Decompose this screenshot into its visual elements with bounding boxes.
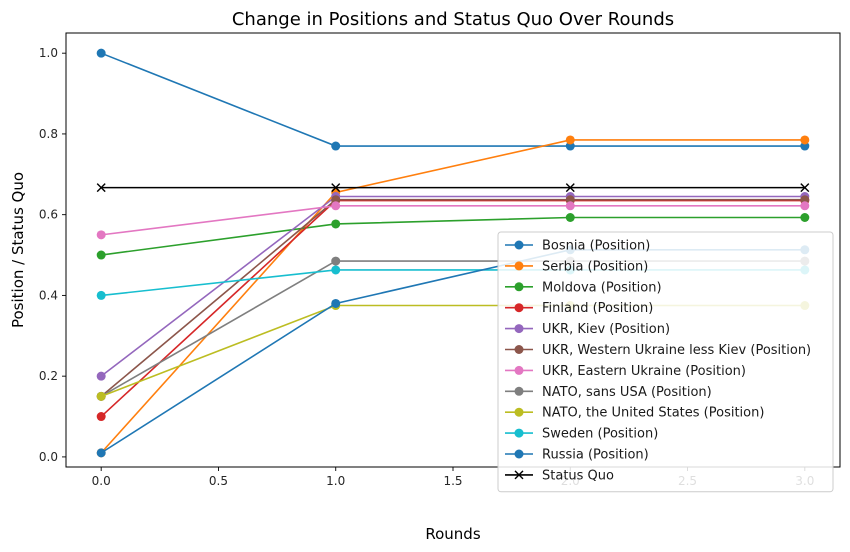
legend-item: Status Quo xyxy=(505,468,614,483)
legend-item: UKR, Kiev (Position) xyxy=(505,322,670,337)
legend-label: Serbia (Position) xyxy=(542,259,648,274)
x-tick-label: 1.5 xyxy=(443,474,462,488)
x-tick-label: 1.0 xyxy=(326,474,345,488)
data-point xyxy=(96,48,106,58)
legend-box xyxy=(497,231,834,493)
data-point xyxy=(565,135,575,145)
series-line xyxy=(100,199,805,418)
legend-label: Moldova (Position) xyxy=(542,280,662,295)
legend-marker xyxy=(514,470,524,480)
legend-item: UKR, Eastern Ukraine (Position) xyxy=(505,364,746,379)
legend-label: NATO, the United States (Position) xyxy=(542,406,764,421)
series-line xyxy=(100,52,805,147)
data-point xyxy=(800,213,810,223)
y-tick-label: 1.0 xyxy=(39,46,58,60)
x-axis-label: Rounds xyxy=(425,525,480,543)
legend-label: Finland (Position) xyxy=(542,301,653,316)
legend-label: UKR, Kiev (Position) xyxy=(542,322,670,337)
legend-item: NATO, the United States (Position) xyxy=(505,406,764,421)
data-point xyxy=(331,265,341,275)
legend-item: Finland (Position) xyxy=(505,301,653,316)
legend-marker xyxy=(514,240,524,250)
data-point xyxy=(96,371,106,381)
legend-marker xyxy=(514,303,524,313)
plot-frame xyxy=(65,32,841,468)
legend-item: Bosnia (Position) xyxy=(505,239,650,254)
data-point xyxy=(96,391,106,401)
legend-item: Sweden (Position) xyxy=(505,427,658,442)
legend-marker xyxy=(514,386,524,396)
series-line xyxy=(101,204,805,236)
legend-item: NATO, sans USA (Position) xyxy=(505,385,712,400)
legend-marker xyxy=(514,282,524,292)
chart-title: Change in Positions and Status Quo Over … xyxy=(232,9,674,30)
data-point xyxy=(800,201,810,211)
legend-item: Russia (Position) xyxy=(505,448,649,463)
y-tick-label: 0.6 xyxy=(39,208,58,222)
y-tick-label: 0.4 xyxy=(39,288,58,302)
data-point-x xyxy=(800,183,810,193)
series-line xyxy=(100,198,805,397)
legend-marker xyxy=(514,449,524,459)
legend-label: Bosnia (Position) xyxy=(542,239,650,254)
data-point xyxy=(331,298,341,308)
legend-marker xyxy=(514,365,524,375)
x-tick-label: 0.0 xyxy=(92,474,111,488)
series-0 xyxy=(96,48,810,151)
legend-marker xyxy=(514,324,524,334)
y-tick-label: 0.0 xyxy=(39,450,58,464)
data-point-x xyxy=(96,183,106,193)
legend: Bosnia (Position) Serbia (Position) Moldov… xyxy=(497,231,834,493)
y-tick-label: 0.8 xyxy=(39,127,58,141)
legend-label: Status Quo xyxy=(542,468,614,483)
series-11 xyxy=(96,183,810,193)
data-point xyxy=(331,219,341,229)
legend-marker xyxy=(514,345,524,354)
data-point xyxy=(96,412,106,422)
data-point xyxy=(800,135,810,145)
data-point-x xyxy=(331,183,341,193)
data-point xyxy=(331,201,341,211)
legend-marker xyxy=(514,428,524,438)
data-point xyxy=(96,448,106,458)
legend-marker xyxy=(514,261,524,271)
legend-item: UKR, Western Ukraine less Kiev (Position… xyxy=(505,343,811,358)
legend-label: UKR, Western Ukraine less Kiev (Position… xyxy=(542,343,811,358)
series-6 xyxy=(96,201,810,240)
legend-label: Sweden (Position) xyxy=(542,427,658,442)
series-line xyxy=(101,216,805,256)
legend-label: UKR, Eastern Ukraine (Position) xyxy=(542,364,746,379)
series-2 xyxy=(96,213,810,260)
x-tick-label: 0.5 xyxy=(209,474,228,488)
data-point xyxy=(96,250,106,260)
legend-item: Moldova (Position) xyxy=(505,280,662,295)
data-point xyxy=(331,141,341,151)
series-line xyxy=(100,139,805,454)
data-point xyxy=(96,230,106,240)
data-point xyxy=(96,290,106,300)
legend-marker xyxy=(514,407,524,417)
data-point xyxy=(331,256,341,266)
y-tick-label: 0.2 xyxy=(39,369,58,383)
data-point-x xyxy=(565,183,575,193)
legend-label: NATO, sans USA (Position) xyxy=(542,385,712,400)
legend-item: Serbia (Position) xyxy=(505,259,648,274)
legend-label: Russia (Position) xyxy=(542,448,649,463)
data-point xyxy=(565,201,575,211)
data-point xyxy=(565,213,575,223)
y-axis-label: Position / Status Quo xyxy=(9,172,27,328)
series-line xyxy=(100,195,805,377)
